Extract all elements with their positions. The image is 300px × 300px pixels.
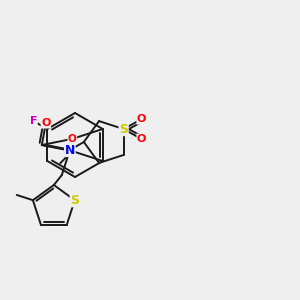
Text: O: O (41, 118, 50, 128)
Text: O: O (137, 134, 146, 144)
Text: O: O (68, 134, 77, 144)
Text: S: S (119, 123, 128, 136)
Text: S: S (70, 194, 79, 207)
Text: N: N (65, 143, 75, 157)
Text: F: F (30, 116, 37, 126)
Text: O: O (137, 114, 146, 124)
